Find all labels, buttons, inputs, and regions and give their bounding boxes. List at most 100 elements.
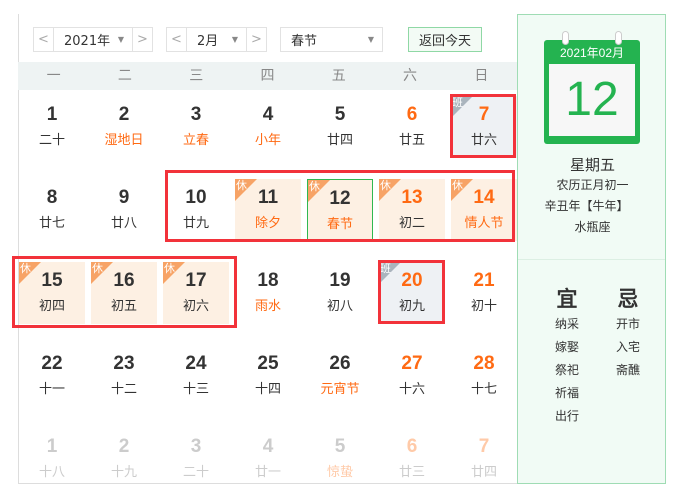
rest-corner-icon xyxy=(163,262,185,284)
weekday-label: 六 xyxy=(403,68,418,84)
day-cell[interactable]: 6 廿五 xyxy=(379,96,445,158)
prev-year-button[interactable]: < xyxy=(34,28,54,51)
lunar-label: 惊蛰 xyxy=(326,465,353,480)
lunar-label: 春节 xyxy=(326,217,353,232)
yi-item: 出行 xyxy=(554,409,579,423)
day-cell[interactable]: 5 廿四 xyxy=(307,96,373,158)
day-cell[interactable]: 1 十八 xyxy=(19,428,85,490)
day-cell[interactable]: 18 雨水 xyxy=(235,262,301,324)
lunar-label: 廿七 xyxy=(38,216,65,231)
day-cell[interactable]: 休 11 除夕 xyxy=(235,179,301,241)
lunar-label: 廿六 xyxy=(470,133,497,148)
year-selector[interactable]: < 2021年 ▼ > xyxy=(33,27,153,52)
day-cell[interactable]: 27 十六 xyxy=(379,345,445,407)
next-year-button[interactable]: > xyxy=(132,28,152,51)
lunar-label: 十四 xyxy=(254,382,281,397)
lunar-label: 情人节 xyxy=(464,216,504,231)
lunar-label: 初六 xyxy=(182,299,209,314)
day-cell[interactable]: 休 16 初五 xyxy=(91,262,157,324)
day-cell[interactable]: 24 十三 xyxy=(163,345,229,407)
day-cell[interactable]: 7 廿四 xyxy=(451,428,517,490)
day-number: 12 xyxy=(329,188,351,209)
day-cell[interactable]: 4 廿一 xyxy=(235,428,301,490)
highlight-box xyxy=(450,94,516,158)
lunar-label: 十一 xyxy=(38,382,65,397)
day-number: 14 xyxy=(473,187,495,208)
day-tag: 休 xyxy=(452,179,463,192)
day-cell[interactable]: 休 12 春节 xyxy=(307,179,373,241)
chevron-down-icon: ▼ xyxy=(367,35,374,44)
day-number: 2 xyxy=(118,104,130,125)
day-cell[interactable]: 2 湿地日 xyxy=(91,96,157,158)
day-number: 1 xyxy=(46,104,58,125)
day-cell[interactable]: 22 十一 xyxy=(19,345,85,407)
chevron-down-icon: ▼ xyxy=(231,35,238,44)
day-cell[interactable]: 3 二十 xyxy=(163,428,229,490)
day-number: 2 xyxy=(118,436,130,457)
lunar-label: 十七 xyxy=(470,382,497,397)
day-tag: 休 xyxy=(92,262,103,275)
lunar-label: 立春 xyxy=(182,133,209,148)
day-detail-panel: 2021年02月 12 星期五 农历正月初一 辛丑年【牛年】 水瓶座 宜 纳采 … xyxy=(517,14,666,484)
day-cell[interactable]: 28 十七 xyxy=(451,345,517,407)
day-cell[interactable]: 9 廿八 xyxy=(91,179,157,241)
day-number: 4 xyxy=(262,436,274,457)
yi-item: 纳采 xyxy=(554,317,579,331)
day-cell[interactable]: 班 7 廿六 xyxy=(451,96,517,158)
year-value[interactable]: 2021年 xyxy=(64,34,111,49)
work-corner-icon xyxy=(379,262,401,284)
lunar-label: 十三 xyxy=(182,382,209,397)
day-cell[interactable]: 8 廿七 xyxy=(19,179,85,241)
day-number: 27 xyxy=(401,353,423,374)
day-cell[interactable]: 休 17 初六 xyxy=(163,262,229,324)
day-cell[interactable]: 班 20 初九 xyxy=(379,262,445,324)
day-number: 3 xyxy=(190,436,202,457)
month-selector[interactable]: < 2月 ▼ > xyxy=(166,27,267,52)
holiday-value[interactable]: 春节 xyxy=(291,34,318,49)
next-month-button[interactable]: > xyxy=(246,28,266,51)
day-cell[interactable]: 3 立春 xyxy=(163,96,229,158)
day-number: 13 xyxy=(401,187,423,208)
rest-corner-icon xyxy=(451,179,473,201)
weekday-label: 三 xyxy=(189,68,204,84)
day-number: 15 xyxy=(41,270,63,291)
day-cell[interactable]: 2 十九 xyxy=(91,428,157,490)
day-cell[interactable]: 休 14 情人节 xyxy=(451,179,517,241)
day-number: 1 xyxy=(46,436,58,457)
prev-month-button[interactable]: < xyxy=(167,28,187,51)
day-number: 6 xyxy=(406,104,418,125)
weekday-label: 一 xyxy=(46,68,61,84)
day-number: 3 xyxy=(190,104,202,125)
lunar-label: 除夕 xyxy=(254,216,281,231)
day-cell[interactable]: 4 小年 xyxy=(235,96,301,158)
ji-item: 斋醮 xyxy=(615,363,640,377)
day-cell[interactable]: 19 初八 xyxy=(307,262,373,324)
yi-item: 嫁娶 xyxy=(554,340,579,354)
lunar-label: 初八 xyxy=(326,299,353,314)
panel-lunar: 农历正月初一 xyxy=(556,178,629,192)
day-cell[interactable]: 21 初十 xyxy=(451,262,517,324)
day-cell[interactable]: 休 15 初四 xyxy=(19,262,85,324)
calendar-frame xyxy=(18,14,518,484)
holiday-selector[interactable]: 春节 ▼ xyxy=(280,27,383,52)
day-number: 5 xyxy=(334,436,346,457)
day-cell[interactable]: 26 元宵节 xyxy=(307,345,373,407)
day-cell[interactable]: 休 13 初二 xyxy=(379,179,445,241)
rest-corner-icon xyxy=(235,179,257,201)
lunar-label: 十六 xyxy=(398,382,425,397)
month-value[interactable]: 2月 xyxy=(197,34,219,49)
back-to-today-button[interactable]: 返回今天 xyxy=(408,27,482,52)
yi-item: 祈福 xyxy=(554,386,579,400)
day-cell[interactable]: 10 廿九 xyxy=(163,179,229,241)
rest-corner-icon xyxy=(379,179,401,201)
rest-corner-icon xyxy=(19,262,41,284)
day-number: 8 xyxy=(46,187,58,208)
day-cell[interactable]: 6 廿三 xyxy=(379,428,445,490)
day-cell[interactable]: 23 十二 xyxy=(91,345,157,407)
day-cell[interactable]: 5 惊蛰 xyxy=(307,428,373,490)
day-number: 20 xyxy=(401,270,423,291)
yi-column: 宜 纳采 嫁娶 祭祀 祈福 出行 xyxy=(547,283,587,428)
day-cell[interactable]: 25 十四 xyxy=(235,345,301,407)
day-cell[interactable]: 1 二十 xyxy=(19,96,85,158)
day-number: 22 xyxy=(41,353,63,374)
